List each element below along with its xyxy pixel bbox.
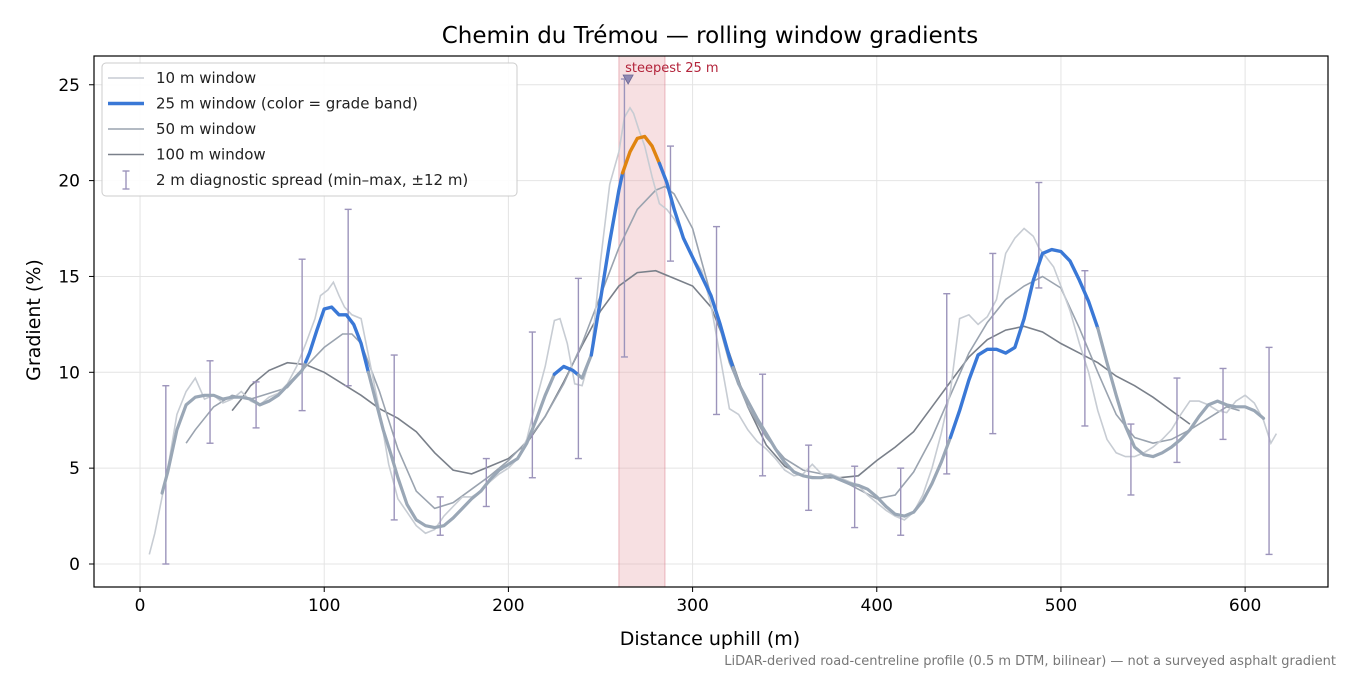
series-25m-segment-moderate (657, 161, 735, 370)
y-tick-label: 25 (58, 76, 80, 96)
diagnostic-spread-bar (897, 467, 905, 536)
x-tick-label: 100 (308, 596, 340, 616)
legend-25m-label: 25 m window (color = grade band) (156, 95, 418, 113)
diagnostic-spread-bar (436, 496, 444, 536)
series-25m-segment-default (366, 370, 556, 530)
series-100m-line (231, 269, 1191, 479)
plot-area: steepest 25 m 0 100 200 300 400 500 600 0 5 10 15 20… (58, 55, 1329, 616)
legend-spread-label: 2 m diagnostic spread (min–max, ±12 m) (156, 171, 468, 189)
y-tick-label: 0 (69, 555, 80, 575)
y-tick-label: 5 (69, 459, 80, 479)
diagnostic-spread-bar (206, 360, 214, 444)
diagnostic-spread-bar (1265, 346, 1273, 556)
chart-title: Chemin du Trémou — rolling window gradie… (442, 23, 979, 49)
series-25m-segment-default (160, 360, 308, 495)
legend-box (101, 62, 518, 197)
y-tick-label: 15 (58, 267, 80, 287)
x-tick-label: 300 (676, 596, 708, 616)
x-tick-label: 0 (135, 596, 146, 616)
series-25m-segment-moderate (589, 171, 625, 357)
series-25m-segment-default (576, 353, 593, 380)
diagnostic-spread-bar (851, 465, 859, 529)
axes-frame (93, 55, 1329, 588)
series-25m-segment-default (1096, 326, 1266, 459)
y-tick-label: 10 (58, 363, 80, 383)
series-50m-line (185, 185, 1240, 510)
footnote: LiDAR-derived road-centreline profile (0… (724, 654, 1336, 669)
diagnostic-spread-bar (1035, 181, 1043, 289)
x-tick-label: 400 (861, 596, 893, 616)
x-axis-title: Distance uphill (m) (620, 628, 800, 650)
diagnostic-spread-bar (390, 354, 398, 521)
diagnostic-spread-bar (574, 277, 582, 460)
x-tick-label: 600 (1229, 596, 1261, 616)
diagnostic-spread-bar (252, 381, 260, 429)
diagnostic-spread-bar (1173, 377, 1181, 464)
steepest-annotation: steepest 25 m (625, 61, 718, 76)
legend-100m-label: 100 m window (156, 146, 266, 164)
diagnostic-spread-bar (713, 225, 721, 416)
diagnostic-spread-bar (666, 145, 674, 262)
diagnostic-spread-bar (989, 252, 997, 435)
x-tick-label: 500 (1045, 596, 1077, 616)
diagnostic-spread-bar (528, 331, 536, 479)
diagnostic-spread-bar (298, 258, 306, 412)
diagnostic-spread-bar (344, 208, 352, 387)
series-25m-segment-moderate (552, 364, 581, 377)
series-25m-segment-moderate (304, 305, 371, 374)
y-axis-title: Gradient (%) (23, 259, 45, 381)
series-25m-segment-default (731, 366, 952, 518)
steepest-window-band (618, 55, 666, 588)
legend-10m-label: 10 m window (156, 69, 256, 87)
series-25m-segment-steep (620, 134, 662, 175)
series-25m-segment-moderate (948, 247, 1100, 440)
y-tick-label: 20 (58, 172, 80, 192)
steepest-marker (622, 74, 634, 85)
series-layer (148, 78, 1278, 565)
x-tick-label: 200 (492, 596, 524, 616)
legend: 10 m window 25 m window (color = grade ba… (101, 62, 518, 197)
legend-50m-label: 50 m window (156, 120, 256, 138)
